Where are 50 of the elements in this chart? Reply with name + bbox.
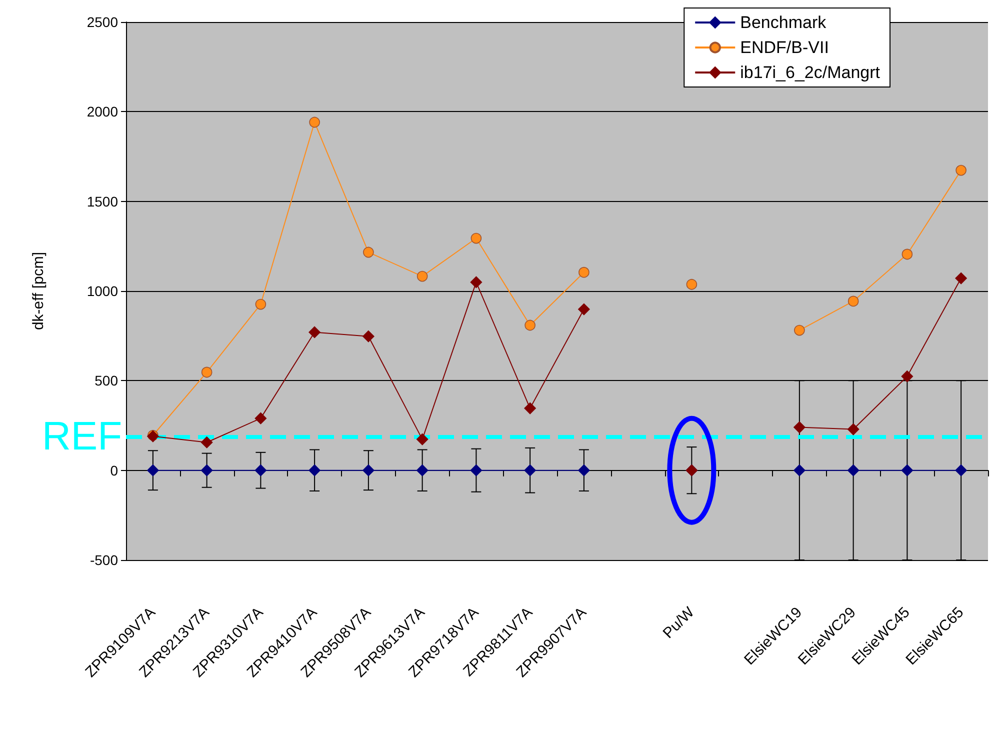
point [901,464,914,476]
point [416,270,428,282]
point [578,266,590,278]
point [470,232,482,244]
point [955,464,967,476]
point [362,464,374,476]
point [363,246,374,258]
y-tick-label: 1000 [86,283,118,299]
point [524,402,536,414]
point [686,278,698,290]
point [147,464,159,476]
point [848,296,859,307]
point [902,248,913,260]
point [901,370,914,382]
point [955,272,967,284]
legend-label: ib17i_6_2c/Mangrt [740,63,880,82]
y-axis-title: dk-eff [pcm] [30,252,47,330]
point [254,464,267,476]
y-tick-label: 500 [94,372,118,389]
point [200,464,213,476]
point [255,298,266,310]
point [794,324,805,336]
point [524,320,536,331]
point [254,412,267,424]
point [847,423,860,436]
y-tick-label: -500 [90,552,118,568]
point [416,433,428,446]
point [470,276,482,288]
point [308,326,320,338]
point [578,464,590,476]
point [847,464,860,476]
legend-label: Benchmark [740,13,827,32]
point [200,436,213,448]
y-tick-label: 0 [110,462,118,478]
point [201,366,212,378]
point [578,303,590,316]
point [362,330,374,342]
point [308,464,320,476]
point [416,464,428,476]
point [524,464,536,476]
y-tick-label: 2000 [86,104,118,120]
legend-label: ENDF/B-VII [740,38,829,57]
point [309,116,320,128]
y-tick-label: 1500 [86,193,118,210]
point [956,164,966,176]
point [470,464,482,476]
ref-line-label: REF [42,414,122,458]
point [794,464,806,476]
y-tick-label: 2500 [86,14,118,30]
point [794,421,806,434]
